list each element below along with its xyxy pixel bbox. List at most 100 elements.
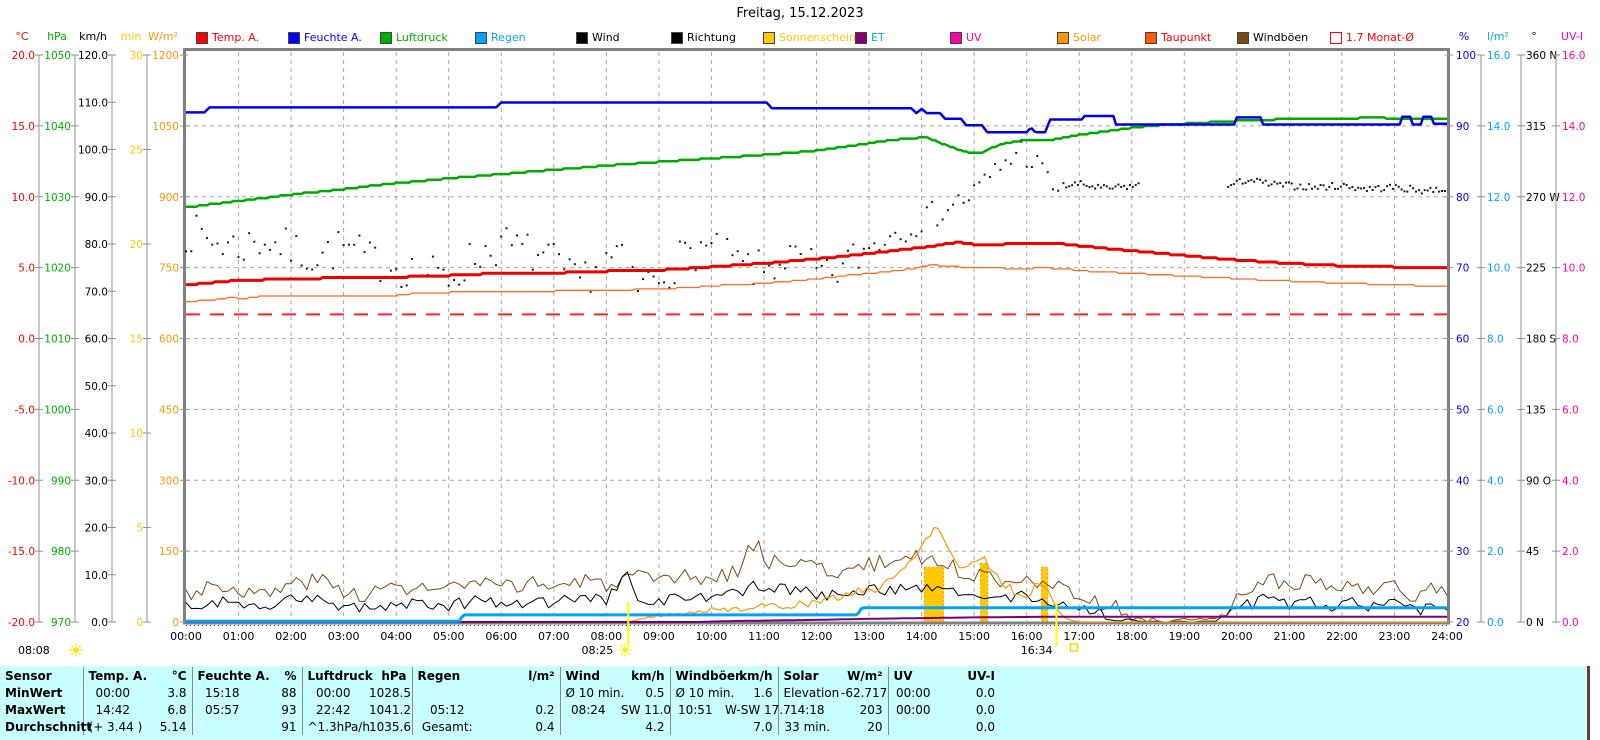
axis-tick-label: 25 [130, 145, 143, 157]
axis-tick-label: 5.0 [18, 263, 35, 275]
sensor-unit: UV-I [967, 668, 995, 683]
legend-swatch [1057, 31, 1069, 44]
axis-tick-label: 0 [172, 617, 179, 629]
table-cell: -62.717 [841, 685, 888, 700]
table-cell [482, 684, 560, 701]
axis-unit-label: UV-I [1561, 30, 1583, 43]
table-cell: ^1.3hPa/h [301, 718, 370, 735]
table-row: MinWert 00:00 3.8 15:18 88 00:00 1028.5 Ø 10 mi… [0, 684, 1589, 701]
axis-tick-label: 12.0 [1562, 192, 1585, 204]
axis-tick-label: 45 [1526, 546, 1539, 558]
sensor-name: Luftdruck [301, 667, 373, 684]
axis-tick-label: 120.0 [78, 50, 108, 62]
axis-unit-label: °C [15, 30, 29, 43]
sunset-icon [1069, 643, 1079, 652]
legend-swatch [196, 31, 208, 44]
table-row-label: Durchschnitt [5, 719, 93, 734]
table-cell: 1041.2 [369, 702, 411, 717]
x-axis-tick-label: 19:00 [1168, 630, 1200, 643]
table-cell [191, 718, 252, 735]
table-cell: 0.0 [975, 702, 995, 717]
legend-item-wind: Wind [576, 31, 620, 44]
legend-swatch [763, 31, 775, 44]
legend-label: Temp. A. [212, 31, 260, 44]
axis-tick-label: 990 [51, 475, 71, 487]
axis-tick-label: 0.0 [91, 617, 108, 629]
x-axis-tick-label: 06:00 [485, 630, 517, 643]
axis-tick-label: 12.0 [1487, 192, 1510, 204]
legend-label: Solar [1073, 31, 1102, 44]
axis-right-pct: % 100 90 80 70 60 50 40 30 20 [1445, 30, 1476, 629]
axis-tick-label: 1050 [152, 121, 179, 133]
axis-tick-label: 980 [51, 546, 71, 558]
table-cell: 0.2 [535, 702, 555, 717]
gridlines [186, 52, 1447, 621]
x-axis-tick-label: 14:00 [906, 630, 938, 643]
legend-item-et: ET [855, 31, 885, 44]
axis-right-deg: ° 360 N 315 270 W 225 180 S 135 90 O 45 0 N [1517, 30, 1560, 629]
legend-swatch [671, 31, 683, 44]
series-gusts [185, 540, 1448, 623]
table-cell: 0.0 [975, 685, 995, 700]
stats-table: Sensor Temp. A. °C Feuchte A.% Luftdruck hPa R… [0, 666, 1590, 740]
series-feuchte [186, 101, 1447, 134]
page-title: Freitag, 15.12.2023 [736, 6, 864, 21]
axis-tick-label: 970 [51, 617, 71, 629]
axis-left-temp: °C 20.0 15.0 10.0 5.0 0.0 -5.0 -10.0 -15.0 -20.0 [8, 30, 43, 629]
series-regen [186, 606, 1447, 623]
x-axis-tick-label: 08:00 [590, 630, 622, 643]
table-cell: 1035.6 [369, 719, 411, 734]
sunshine-bar [1040, 566, 1049, 622]
axis-tick-label: 360 N [1526, 50, 1557, 62]
sunset-marker: 16:34 [1021, 602, 1079, 657]
axis-tick-label: 0.0 [1487, 617, 1504, 629]
table-cell: 22:42 [301, 701, 364, 718]
table-cell [1000, 684, 1589, 701]
axis-tick-label: 300 [159, 475, 179, 487]
axis-tick-label: -20.0 [8, 617, 35, 629]
stats-table-grid: Sensor Temp. A. °C Feuchte A.% Luftdruck hPa R… [0, 667, 1590, 735]
axis-tick-label: 20.0 [12, 50, 35, 62]
legend-label: Sonnenschein [779, 31, 856, 44]
x-axis-tick-label: 10:00 [696, 630, 728, 643]
table-cell: (+ 3.44 ) [82, 718, 142, 735]
legend-item-richtung: Richtung [671, 31, 736, 44]
axis-tick-label: 1020 [44, 263, 71, 275]
axis-tick-label: 16.0 [1562, 50, 1585, 62]
table-cell [1000, 701, 1589, 718]
legend-swatch [1237, 31, 1249, 44]
axis-tick-label: 6.0 [1487, 404, 1504, 416]
sunshine-bar [923, 566, 945, 622]
axis-tick-label: 10.0 [1562, 263, 1585, 275]
sensor-unit: km/h [739, 668, 773, 683]
x-axis-tick-label: 05:00 [433, 630, 465, 643]
axis-tick-label: 90 [1456, 121, 1469, 133]
table-cell [669, 718, 720, 735]
sensor-unit: hPa [381, 668, 407, 683]
legend-item-feuchte-a-: Feuchte A. [288, 31, 362, 44]
axis-tick-label: 150 [159, 546, 179, 558]
table-cell [1000, 718, 1589, 735]
legend: Temp. A. Feuchte A. Luftdruck Regen Wind Rich… [0, 31, 1600, 45]
legend-swatch [380, 31, 392, 44]
x-axis-tick-label: 17:00 [1063, 630, 1095, 643]
legend-item-solar: Solar [1057, 31, 1101, 44]
axis-tick-label: 750 [159, 263, 179, 275]
axis-tick-label: 0.0 [18, 334, 35, 346]
legend-label: Taupunkt [1161, 31, 1212, 44]
table-cell: 3.8 [167, 685, 187, 700]
legend-item-windb-en: Windböen [1237, 31, 1308, 44]
axis-unit-label: W/m² [148, 30, 178, 43]
axis-tick-label: 20 [1456, 617, 1469, 629]
table-cell: 00:00 [887, 701, 938, 718]
axis-tick-label: 1030 [44, 192, 71, 204]
chart-canvas: °C 20.0 15.0 10.0 5.0 0.0 -5.0 -10.0 -15.0 -20.0 h… [8, 30, 1586, 657]
axis-tick-label: 80.0 [85, 239, 108, 251]
axis-tick-label: 60 [1456, 334, 1469, 346]
axis-tick-label: 0 N [1526, 617, 1544, 629]
axis-tick-label: 100 [1456, 50, 1476, 62]
axis-tick-label: 40.0 [85, 428, 108, 440]
x-axis-tick-label: 20:00 [1221, 630, 1253, 643]
axis-tick-label: 10.0 [1487, 263, 1510, 275]
sunshine-bar [979, 562, 989, 622]
